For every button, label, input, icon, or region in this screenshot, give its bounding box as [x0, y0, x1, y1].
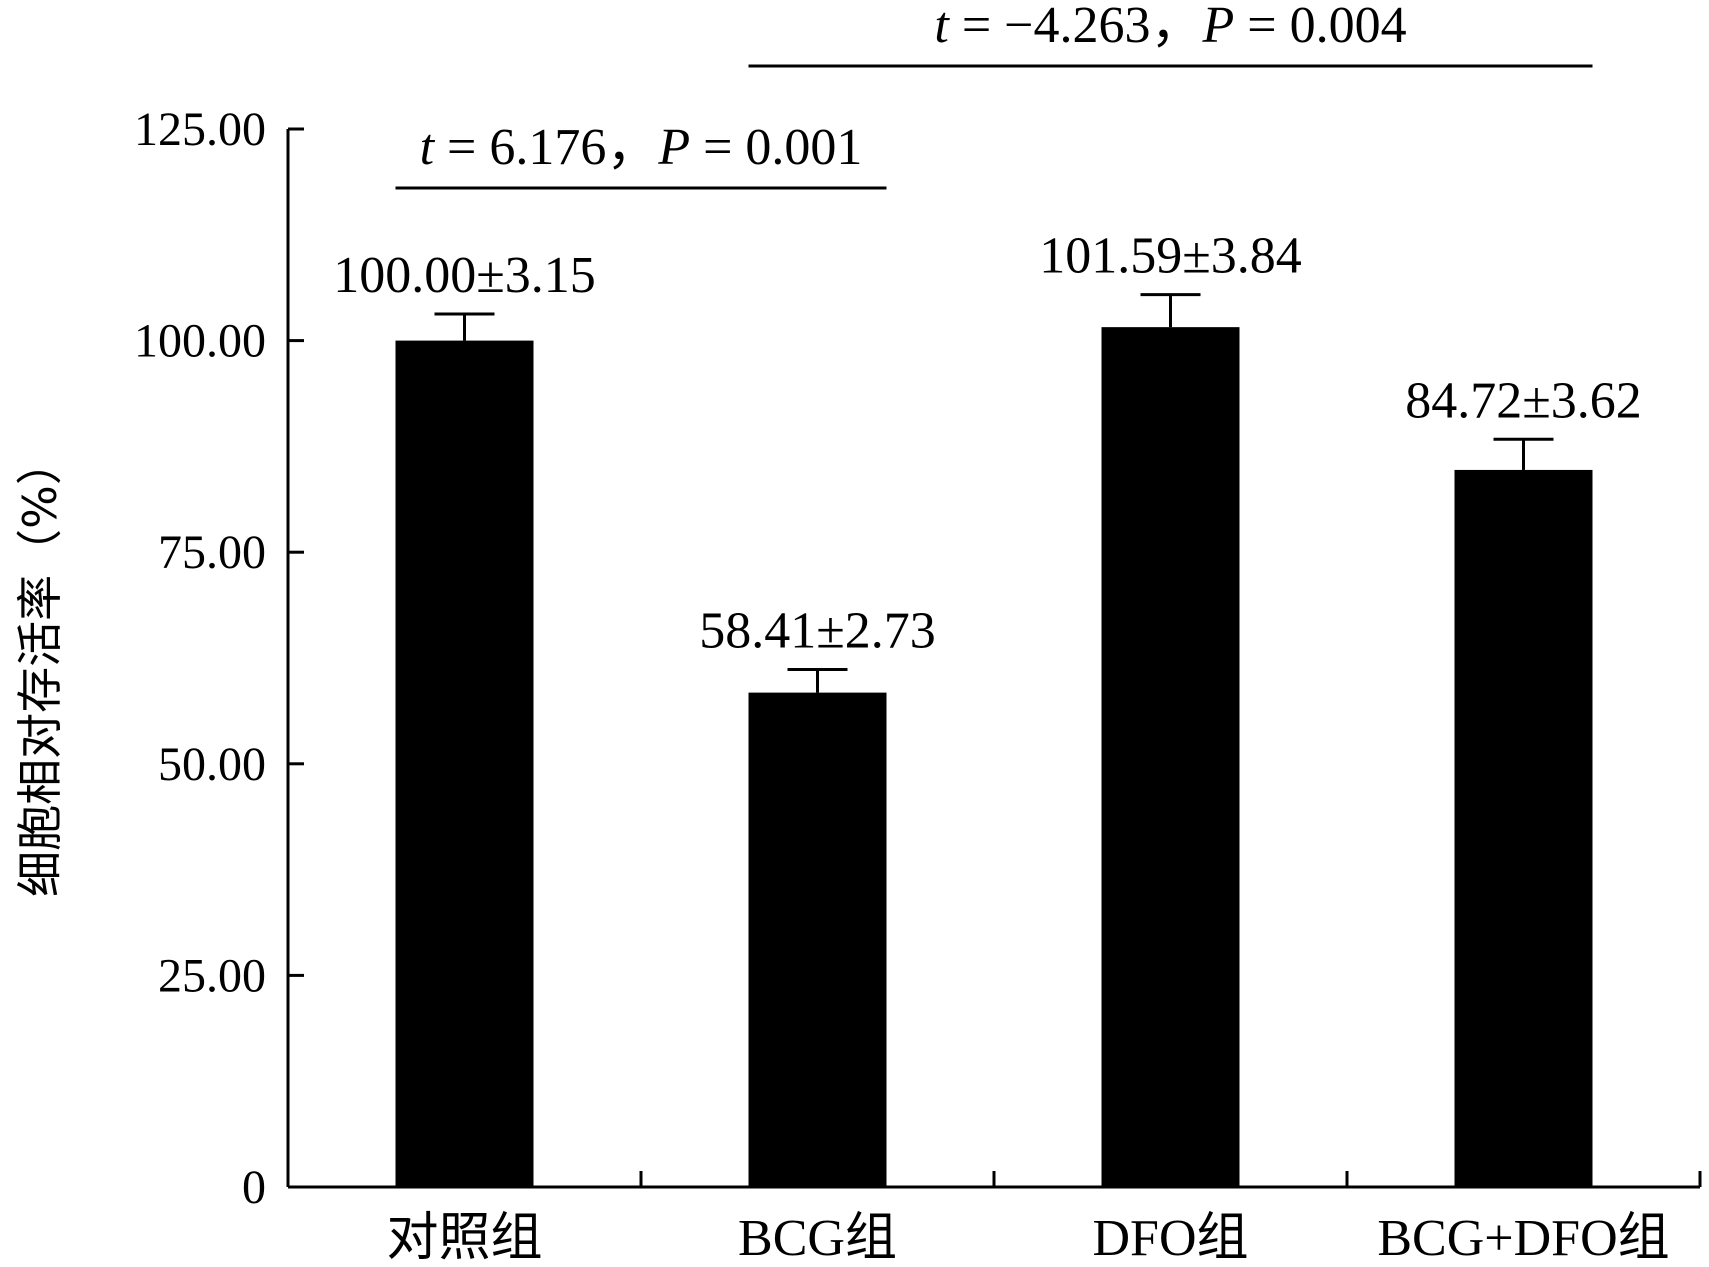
- axes: 0 25.00 50.00 75.00 100.00 125.00 对照组 BCG组 DFO组 B…: [134, 103, 1702, 1267]
- comparison-label: t = −4.263，P = 0.004: [934, 0, 1406, 54]
- bar: [395, 340, 534, 1188]
- bar: [1101, 327, 1240, 1188]
- x-tick-label: BCG+DFO组: [1377, 1210, 1669, 1267]
- data-label: 101.59±3.84: [1039, 228, 1302, 285]
- x-tick-label: BCG组: [738, 1210, 897, 1267]
- x-tick-label: DFO组: [1092, 1210, 1248, 1267]
- data-label: 100.00±3.15: [333, 247, 596, 304]
- y-axis-label: 细胞相对存活率（%）: [13, 439, 67, 897]
- comparison-label: t = 6.176，P = 0.001: [420, 119, 863, 176]
- x-tick-label: 对照组: [386, 1210, 542, 1267]
- annotations: t = 6.176，P = 0.001 t = −4.263，P = 0.004: [395, 0, 1593, 190]
- bars: 100.00±3.15 58.41±2.73 101.59±3.84 84.72±3.…: [333, 228, 1642, 1188]
- y-tick-label: 25.00: [158, 949, 266, 1002]
- bar: [1454, 469, 1593, 1187]
- y-tick-label: 100.00: [134, 315, 266, 368]
- y-tick-label: 50.00: [158, 738, 266, 791]
- y-tick-label: 125.00: [134, 103, 266, 156]
- y-tick-label: 75.00: [158, 526, 266, 579]
- y-tick-label: 0: [242, 1161, 266, 1214]
- data-label: 58.41±2.73: [699, 603, 936, 660]
- data-label: 84.72±3.62: [1405, 372, 1642, 429]
- bar: [748, 692, 887, 1187]
